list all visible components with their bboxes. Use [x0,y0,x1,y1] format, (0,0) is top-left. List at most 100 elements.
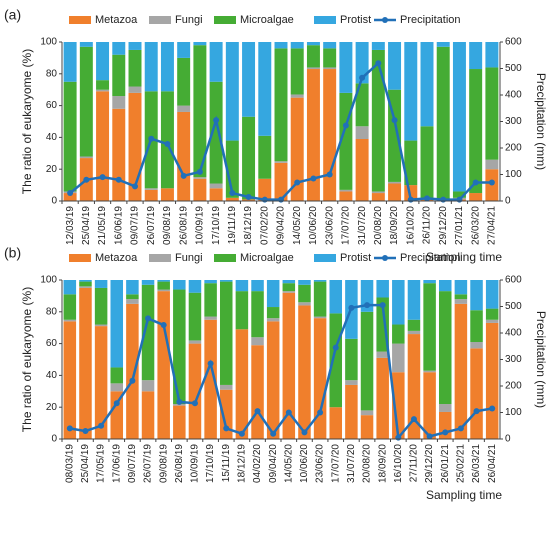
y-tick-label: 20 [46,402,58,413]
bar-segment [266,307,280,319]
x-tick-label: 16/06/19 [113,206,124,245]
bar-segment [126,299,139,304]
bar-segment [173,289,186,405]
legend-label: Metazoa [95,252,138,264]
precipitation-point [278,196,284,203]
bar-segment [79,286,92,288]
bar-segment [420,42,434,127]
bar-segment [339,189,353,192]
bar-segment [266,280,280,308]
precipitation-point [440,196,447,203]
precipitation-point [196,168,203,175]
x-tick-label: 10/06/20 [308,206,319,245]
x-tick-label: 17/10/19 [211,206,222,245]
bar-segment [112,96,126,109]
x-tick-label: 14/05/20 [292,206,303,245]
precipitation-point [115,176,122,183]
precipitation-point [472,179,479,186]
legend-label: Microalgae [240,14,294,26]
bar-segment [298,302,311,306]
bar-segment [360,311,374,411]
precipitation-line [69,303,493,441]
x-tick-label: 16/10/20 [405,206,416,245]
bar-segment [470,348,483,439]
precipitation-point [99,174,106,181]
precipitation-point [254,408,261,415]
legend-marker [382,255,388,261]
bar-segment [485,322,499,439]
bar-segment [63,319,77,322]
bar-segment [188,340,202,344]
bar-segment [209,42,223,82]
legend-swatch [149,254,171,262]
bar-segment [141,284,155,381]
x-tick-label: 09/07/19 [127,444,138,483]
bar-segment [313,280,327,282]
bar-segment [323,67,337,70]
precipitation-point [332,344,339,351]
bar-segment [219,389,233,439]
x-tick-label: 17/10/19 [205,444,216,483]
x-tick-label: 17/06/19 [111,444,122,483]
x-tick-label: 18/12/19 [243,206,254,245]
bar-segment [392,324,405,344]
x-tick-label: 26/08/19 [178,206,189,245]
bar-segment [193,178,207,201]
bar-segment [407,334,421,439]
y-tick-label: 20 [46,164,58,175]
y-tick-label: 40 [46,132,58,143]
bar-segment [282,291,296,293]
precipitation-point [473,408,480,415]
bar-segment [157,289,170,292]
y2-tick-label: 600 [505,275,522,286]
bar-segment [79,46,93,157]
x-tick-label: 09/08/19 [162,206,173,245]
bar-segment [258,42,272,136]
y2-tick-label: 300 [505,354,522,365]
x-tick-label: 09/04/20 [268,444,279,483]
bar-segment [345,384,358,439]
precipitation-point [67,190,74,197]
precipitation-point [395,434,402,441]
y-tick-label: 0 [51,196,57,207]
bar-segment [485,308,499,320]
x-tick-label: 31/07/20 [357,206,368,245]
bar-segment [126,294,139,300]
bar-segment [485,319,499,323]
x-tick-label: 07/02/20 [259,206,270,245]
precipitation-point [342,122,349,129]
precipitation-point [294,179,301,186]
precipitation-point [113,400,120,407]
precipitation-point [180,172,187,179]
x-tick-label: 26/07/19 [143,444,154,483]
bar-segment [63,321,77,439]
y2-tick-label: 200 [505,381,522,392]
bar-segment [388,181,402,184]
bar-segment [157,280,170,282]
bar-segment [470,342,483,349]
bar-segment [485,42,499,68]
bar-segment [79,42,93,47]
x-tick-label: 26/11/20 [422,206,433,245]
bar-segment [469,69,483,194]
precipitation-point [98,422,105,429]
legend-swatch [69,16,91,24]
precipitation-point [457,425,464,432]
precipitation-point [488,179,495,186]
bar-segment [339,42,353,93]
x-tick-label: 09/08/19 [158,444,169,483]
x-tick-label: 12/03/19 [65,206,76,245]
bar-segment [204,316,217,320]
y2-axis-label: Precipitation (mm) [534,311,548,408]
bar-segment [251,337,264,346]
bar-segment [392,372,405,439]
legend-label: Protist [340,252,371,264]
bar-segment [306,45,320,68]
precipitation-point [148,135,155,142]
x-tick-label: 25/04/19 [80,444,91,483]
bar-segment [274,48,288,162]
y2-tick-label: 400 [505,90,522,101]
bar-segment [345,338,358,381]
bar-segment [274,161,288,163]
bar-segment [282,280,296,284]
